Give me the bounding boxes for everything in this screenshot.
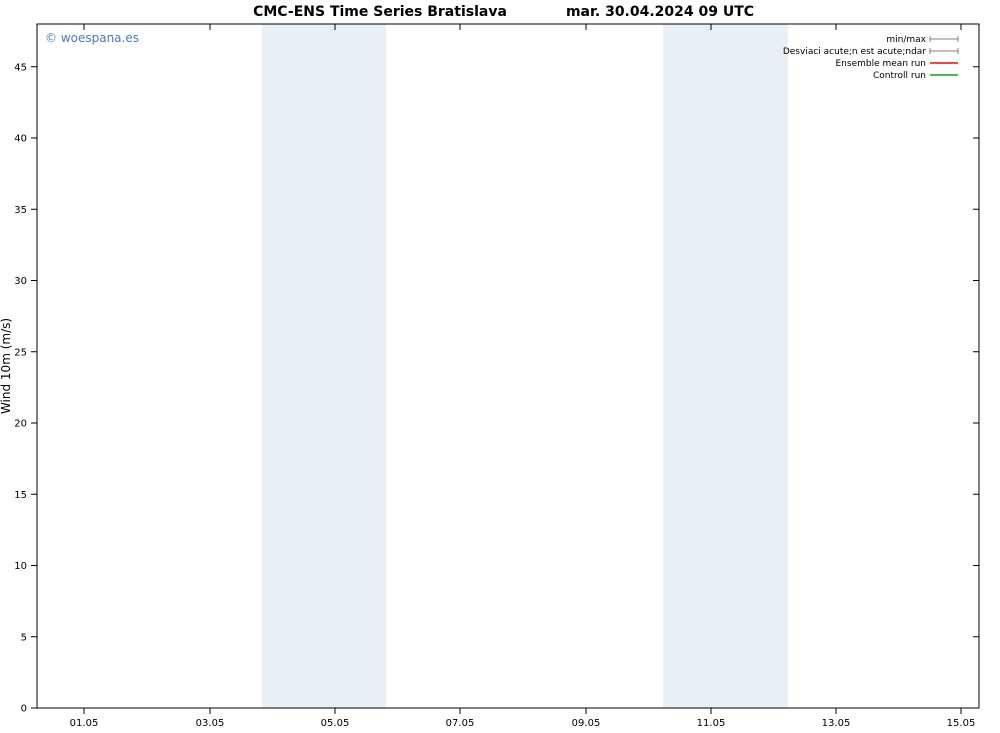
- xtick-label: 03.05: [196, 718, 225, 729]
- plot-border: [37, 24, 979, 708]
- ytick-label: 35: [14, 205, 27, 216]
- legend-label: Desviaci acute;n est acute;ndar: [783, 47, 926, 57]
- ytick-label: 30: [14, 276, 27, 287]
- chart-title-left: CMC-ENS Time Series Bratislava: [253, 4, 507, 20]
- chart-container: 0 5 10 15 20 25 30 35 40 45 01.05 03.05 05.05 07.05 09…: [0, 0, 1000, 733]
- ytick-label: 20: [14, 419, 27, 430]
- legend-label: Controll run: [873, 71, 926, 81]
- ytick-label: 25: [14, 347, 27, 358]
- xtick-label: 11.05: [697, 718, 726, 729]
- ytick-label: 5: [21, 632, 27, 643]
- xtick-label: 07.05: [446, 718, 475, 729]
- ytick-label: 10: [14, 561, 27, 572]
- weekend-band: [663, 24, 725, 708]
- xtick-label: 01.05: [70, 718, 99, 729]
- weekend-band: [725, 24, 788, 708]
- y-axis-label: Wind 10m (m/s): [0, 318, 13, 414]
- weekend-band: [324, 24, 386, 708]
- xtick-label: 09.05: [572, 718, 601, 729]
- xtick-label: 05.05: [321, 718, 350, 729]
- ytick-label: 15: [14, 490, 27, 501]
- watermark: © woespana.es: [45, 31, 139, 45]
- xtick-label: 15.05: [947, 718, 976, 729]
- legend-label: Ensemble mean run: [836, 59, 927, 69]
- legend-label: min/max: [886, 35, 926, 45]
- ytick-label: 40: [14, 134, 27, 145]
- xtick-label: 13.05: [822, 718, 851, 729]
- chart-title-right: mar. 30.04.2024 09 UTC: [566, 4, 754, 20]
- weekend-band: [262, 24, 324, 708]
- chart-svg: 0 5 10 15 20 25 30 35 40 45 01.05 03.05 05.05 07.05 09…: [0, 0, 1000, 733]
- ytick-label: 45: [14, 62, 27, 73]
- ytick-label: 0: [21, 704, 27, 715]
